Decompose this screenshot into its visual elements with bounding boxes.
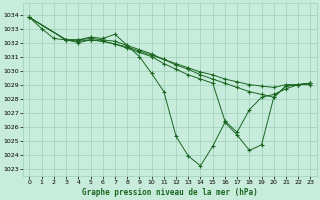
X-axis label: Graphe pression niveau de la mer (hPa): Graphe pression niveau de la mer (hPa) <box>82 188 258 197</box>
